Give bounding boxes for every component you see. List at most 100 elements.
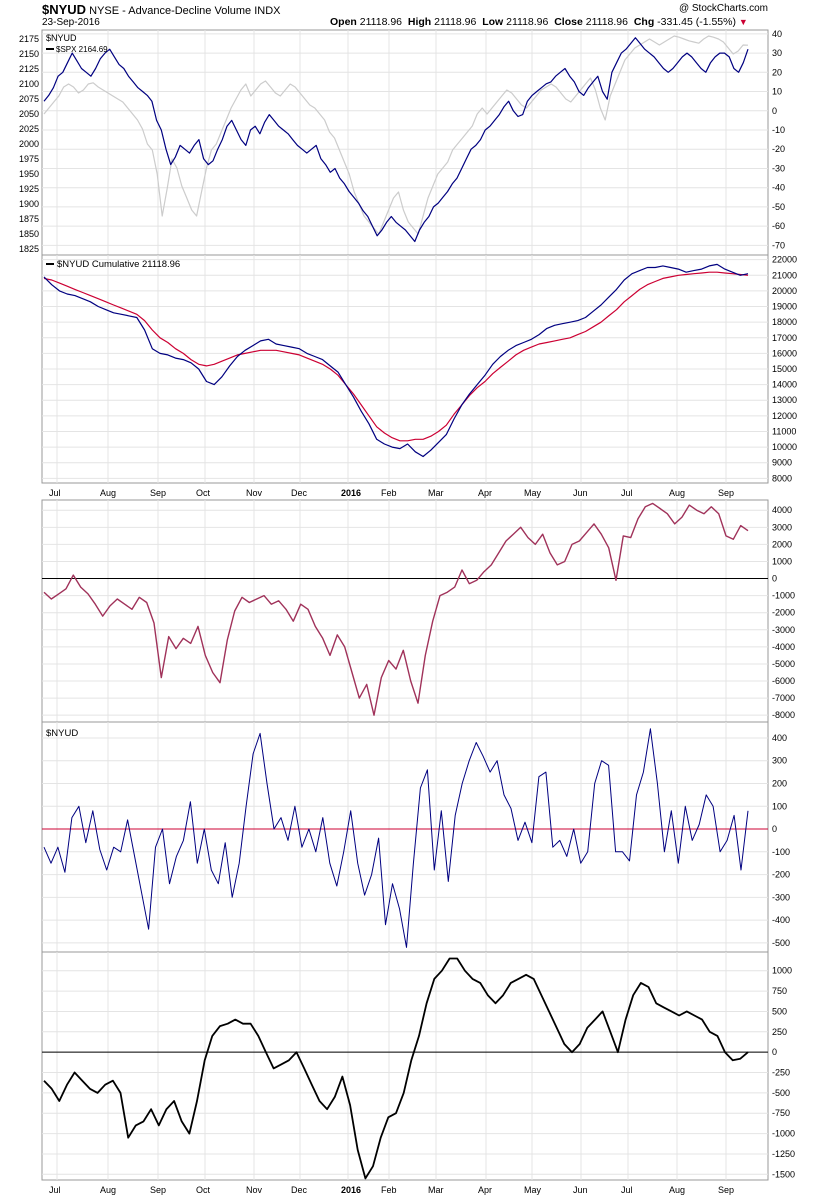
moving-average-line [43, 271, 749, 442]
y-tick-label-4: 0 [772, 1047, 777, 1057]
y-tick-label-3: 400 [772, 733, 787, 743]
x-tick-label-4: Feb [381, 1185, 397, 1195]
y-tick-label-4: -1000 [772, 1129, 795, 1139]
x-tick-label-4: Jul [49, 1185, 61, 1195]
x-tick-label-1: Jul [621, 488, 633, 498]
y-tick-label-1: 15000 [772, 364, 797, 374]
x-tick-label-4: Nov [246, 1185, 263, 1195]
low-value: 21118.96 [506, 16, 549, 28]
y-left-tick-label: 1925 [19, 184, 39, 194]
high-label: High [407, 16, 432, 28]
y-tick-label-4: 500 [772, 1006, 787, 1016]
y-tick-label-0: 10 [772, 87, 782, 97]
y-tick-label-0: -10 [772, 125, 785, 135]
y-tick-label-1: 16000 [772, 348, 797, 358]
y-tick-label-0: 20 [772, 67, 782, 77]
y-tick-label-2: -8000 [772, 710, 795, 720]
y-tick-label-3: -500 [772, 938, 790, 948]
y-tick-label-1: 14000 [772, 380, 797, 390]
x-tick-label-1: Sep [150, 488, 166, 498]
y-tick-label-3: -200 [772, 870, 790, 880]
symbol-label: $NYUD [42, 2, 87, 17]
chg-value: -331.45 (-1.55%) [657, 16, 736, 28]
y-tick-label-0: -70 [772, 240, 785, 250]
x-tick-label-1: Nov [246, 488, 263, 498]
x-tick-label-1: Jun [573, 488, 588, 498]
y-tick-label-4: -250 [772, 1068, 790, 1078]
x-tick-label-1: Feb [381, 488, 397, 498]
open-value: 21118.96 [359, 16, 403, 28]
x-tick-label-4: Aug [100, 1185, 116, 1195]
y-tick-label-4: -1500 [772, 1169, 795, 1179]
x-tick-label-4: Sep [150, 1185, 166, 1195]
y-tick-label-4: 750 [772, 986, 787, 996]
y-tick-label-1: 22000 [772, 255, 797, 265]
y-left-tick-label: 2000 [19, 139, 39, 149]
legend-nyud-daily: $NYUD [46, 728, 78, 739]
x-tick-label-4: Mar [428, 1185, 444, 1195]
legend-spx: $SPX 2164.69 [56, 45, 108, 54]
panel-frame-3 [41, 721, 769, 953]
x-tick-label-4: May [524, 1185, 542, 1195]
close-label: Close [554, 16, 583, 28]
y-tick-label-2: 4000 [772, 505, 792, 515]
y-tick-label-4: -1250 [772, 1149, 795, 1159]
y-tick-label-1: 19000 [772, 302, 797, 312]
y-left-tick-label: 2075 [19, 94, 39, 104]
y-tick-label-0: 30 [772, 48, 782, 58]
y-left-tick-label: 1875 [19, 214, 39, 224]
y-tick-label-4: 250 [772, 1027, 787, 1037]
y-tick-label-1: 21000 [772, 270, 797, 280]
high-value: 21118.96 [434, 16, 477, 28]
y-left-tick-label: 1850 [19, 229, 39, 239]
y-tick-label-3: -400 [772, 915, 790, 925]
y-left-tick-label: 2150 [19, 49, 39, 59]
x-tick-label-4: Jul [621, 1185, 633, 1195]
open-label: Open [330, 16, 357, 28]
y-tick-label-1: 12000 [772, 411, 797, 421]
x-tick-label-1: Jul [49, 488, 61, 498]
panel-frame-2 [41, 499, 769, 723]
y-left-tick-label: 2025 [19, 124, 39, 134]
y-tick-label-4: 1000 [772, 966, 792, 976]
ohlc-readout: Open 21118.96 High 21118.96 Low 21118.96… [330, 16, 748, 28]
down-arrow-icon: ▼ [738, 17, 748, 27]
y-tick-label-0: -50 [772, 202, 785, 212]
x-tick-label-4: Dec [291, 1185, 308, 1195]
cumulative-series-line [43, 263, 749, 458]
x-tick-label-1: Sep [718, 488, 734, 498]
y-tick-label-0: -60 [772, 221, 785, 231]
y-tick-label-1: 18000 [772, 317, 797, 327]
x-tick-label-1: May [524, 488, 542, 498]
nyud-series-line [43, 37, 749, 243]
y-tick-label-2: -4000 [772, 642, 795, 652]
y-tick-label-3: 0 [772, 824, 777, 834]
y-tick-label-1: 17000 [772, 333, 797, 343]
y-tick-label-0: 0 [772, 106, 777, 116]
y-tick-label-3: 300 [772, 756, 787, 766]
y-tick-label-3: 100 [772, 801, 787, 811]
y-tick-label-1: 20000 [772, 286, 797, 296]
y-tick-label-3: -100 [772, 847, 790, 857]
y-tick-label-2: -1000 [772, 591, 795, 601]
y-tick-label-1: 8000 [772, 473, 792, 483]
y-left-tick-label: 1825 [19, 244, 39, 254]
exchange-desc: NYSE - Advance-Decline Volume INDX [89, 5, 281, 17]
y-tick-label-2: -7000 [772, 693, 795, 703]
stockcharts-logo: @ StockCharts.com [678, 3, 768, 14]
y-tick-label-0: -20 [772, 144, 785, 154]
x-tick-label-1: 2016 [341, 488, 361, 498]
y-tick-label-4: -750 [772, 1108, 790, 1118]
y-left-tick-label: 2100 [19, 79, 39, 89]
x-tick-label-1: Dec [291, 488, 308, 498]
y-tick-label-2: 2000 [772, 539, 792, 549]
x-tick-label-4: 2016 [341, 1185, 361, 1195]
oscillator-line-3 [43, 502, 749, 716]
spx-series-line [43, 35, 749, 235]
y-tick-label-0: -40 [772, 183, 785, 193]
y-tick-label-4: -500 [772, 1088, 790, 1098]
y-tick-label-2: 3000 [772, 522, 792, 532]
x-tick-label-1: Aug [100, 488, 116, 498]
chart-title: $NYUD NYSE - Advance-Decline Volume INDX [42, 2, 281, 17]
